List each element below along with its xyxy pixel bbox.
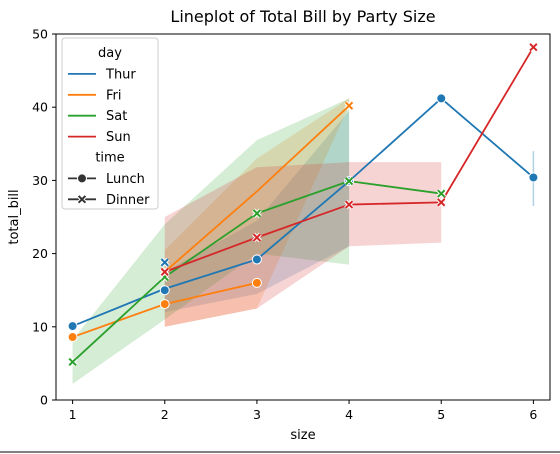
plot-area	[67, 42, 539, 384]
marker-sun-x	[159, 267, 170, 277]
marker-sun-x-cross	[437, 198, 446, 207]
y-tick-label: 40	[32, 100, 48, 115]
legend-label-thur: Thur	[105, 67, 136, 82]
marker-fri-x	[344, 100, 354, 111]
plot-frame	[55, 33, 551, 401]
legend-label-dinner: Dinner	[106, 193, 150, 208]
legend-marker-lunch	[77, 173, 87, 184]
marker-thur-x	[159, 257, 170, 268]
marker-fri-circle	[67, 332, 78, 343]
y-tick-label: 20	[32, 246, 48, 261]
marker-sun-x-cross	[252, 233, 262, 242]
marker-sun-x-cross	[529, 43, 538, 52]
marker-thur-circle	[67, 321, 78, 332]
marker-thur-circle	[159, 285, 170, 296]
legend-label-sun: Sun	[106, 130, 131, 145]
marker-thur-circle	[251, 254, 262, 265]
marker-fri-circle	[251, 277, 262, 288]
marker-sat-x-cross	[437, 189, 446, 198]
marker-sat-x-cross	[252, 209, 262, 218]
legend-label-fri: Fri	[106, 88, 122, 103]
y-tick-label: 30	[32, 173, 48, 188]
legend-label-sat: Sat	[106, 109, 127, 124]
marker-thur-x-cross	[160, 258, 169, 267]
band-thur	[164, 110, 350, 313]
marker-sun-x-cross	[160, 267, 169, 277]
x-tick-label: 2	[161, 407, 169, 422]
marker-thur-circle	[436, 93, 447, 104]
marker-sun-x	[436, 197, 447, 208]
x-axis: 1 2 3 4 5 6	[69, 400, 537, 422]
y-axis-label: total_bill	[7, 189, 22, 244]
marker-sun-x	[344, 199, 354, 210]
marker-sat-x	[436, 188, 447, 199]
x-tick-label: 6	[529, 407, 537, 422]
marker-sat-x	[252, 208, 262, 219]
legend-box	[61, 37, 159, 210]
legend: day Thur Fri Sat Sun time Lunch Dinner	[61, 37, 159, 210]
x-tick-label: 3	[253, 407, 261, 422]
y-tick-label: 10	[32, 319, 48, 334]
legend-marker-dinner-cross	[77, 195, 87, 204]
y-tick-label: 0	[40, 393, 48, 408]
legend-title-day: day	[98, 46, 122, 61]
x-axis-label: size	[290, 428, 315, 443]
marker-sat-x	[344, 176, 354, 186]
legend-title-time: time	[95, 151, 124, 166]
marker-sun-x	[252, 232, 262, 243]
y-tick-label: 50	[32, 27, 48, 42]
marker-sat-x	[67, 357, 78, 367]
marker-sun-x	[528, 42, 539, 52]
chart-title: Lineplot of Total Bill by Party Size	[170, 7, 435, 26]
marker-sun-x-cross	[344, 200, 354, 209]
marker-thur-circle	[528, 172, 539, 183]
marker-fri-circle	[159, 299, 170, 310]
line-fri	[164, 105, 350, 273]
x-tick-label: 4	[345, 407, 353, 422]
marker-sat-x-cross	[68, 357, 77, 367]
legend-marker-dinner	[77, 194, 87, 205]
marker-fri-x-cross	[344, 101, 354, 110]
x-tick-label: 5	[437, 407, 445, 422]
legend-label-lunch: Lunch	[106, 172, 145, 187]
y-axis: 0 10 20 30 40 50	[32, 27, 56, 408]
marker-sat-x-cross	[344, 177, 354, 186]
x-tick-label: 1	[69, 407, 77, 422]
